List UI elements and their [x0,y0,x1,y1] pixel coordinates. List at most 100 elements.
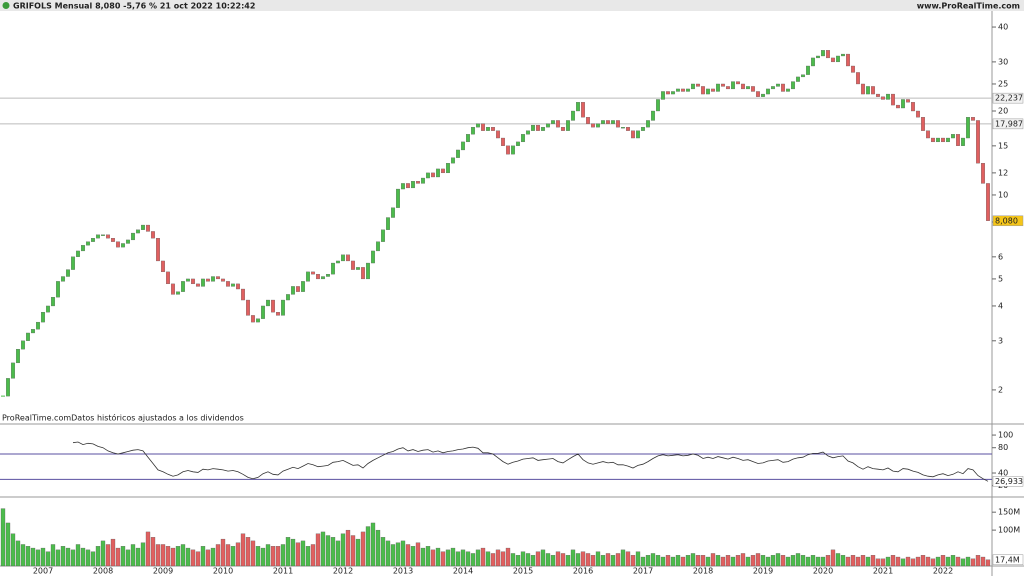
candle [161,260,165,273]
candle [146,224,150,232]
volume-bar [450,547,456,567]
candle [151,231,155,239]
volume-bar [685,555,691,567]
candle [806,65,810,75]
candle [81,245,85,252]
volume-bar [240,533,246,567]
volume-bar [535,551,541,567]
volume-bar [485,551,491,567]
y-tick-label: 20 [998,107,1008,116]
volume-bar [550,555,556,567]
candle [706,88,710,95]
candle [886,93,890,100]
candle [111,238,115,242]
candle [881,96,885,100]
volume-bar [225,544,231,567]
volume-bar [330,537,336,567]
last-rsi-label: 26,933 [995,477,1023,486]
volume-bar [510,553,516,567]
y-tick-label: 10 [998,190,1008,199]
volume-bar [260,547,266,567]
x-tick-label: 2009 [153,567,173,576]
volume-bar [130,544,136,567]
candle [356,267,360,270]
volume-bar [350,535,356,567]
candle [856,72,860,85]
volume-bar [860,555,866,567]
volume-bar [290,538,296,567]
volume-bar [465,551,471,567]
candle [711,88,715,92]
candle [506,145,510,155]
candle [771,86,775,90]
volume-bar [715,555,721,567]
candle [606,120,610,124]
chart-title: GRIFOLS Mensual 8,080 -5,76 % 21 oct 202… [13,2,255,11]
candle [166,271,170,285]
level-label-bg [992,118,1024,130]
candle [911,102,915,112]
volume-bar [740,553,746,567]
volume-bar [65,547,71,567]
candle [316,274,320,280]
candle [51,297,55,307]
volume-bar [35,549,41,567]
candle [811,57,815,67]
candle [386,217,390,230]
candle [121,243,125,248]
candle [586,117,590,124]
candle [961,137,965,146]
volume-bar [745,556,751,567]
volume-bar [395,542,401,567]
candle [576,102,580,112]
volume-bar [425,546,431,567]
volume-bar [285,537,291,567]
candle [311,271,315,275]
volume-bar [110,538,116,567]
candle [661,91,665,100]
volume-bar [325,535,331,567]
candle [651,110,655,121]
candle [91,238,95,242]
volume-bar [340,533,346,567]
rsi-line [72,441,989,482]
candle [896,104,900,109]
volume-bar [20,544,26,567]
candle [346,254,350,262]
volume-bar [575,553,581,567]
volume-bar [930,558,936,567]
y-tick-label: 150M [998,508,1020,517]
header-bar [0,0,1024,11]
volume-bar [140,542,146,567]
volume-bar [165,546,171,567]
volume-bar [245,537,251,567]
candle [796,76,800,82]
candle [646,120,650,128]
y-tick-label: 12 [998,168,1008,177]
candle [986,183,990,221]
candle [496,130,500,139]
volume-bar [310,544,316,567]
candle [666,91,670,95]
volume-bar [640,556,646,567]
candle [56,281,60,298]
candle [66,269,70,277]
x-tick-label: 2017 [633,567,653,576]
candle [366,262,370,280]
volume-bar [390,544,396,567]
candle [141,224,145,230]
candle [816,55,820,59]
candle [591,123,595,128]
x-tick-label: 2015 [513,567,533,576]
volume-bar [750,555,756,567]
candle [381,229,385,242]
volume-bar [545,553,551,567]
volume-bar [80,547,86,567]
x-tick-label: 2022 [933,567,953,576]
candle [426,172,430,179]
candle [451,157,455,164]
volume-bar [355,538,361,567]
volume-bar [590,555,596,567]
candle [256,318,260,323]
volume-bar [405,544,411,567]
